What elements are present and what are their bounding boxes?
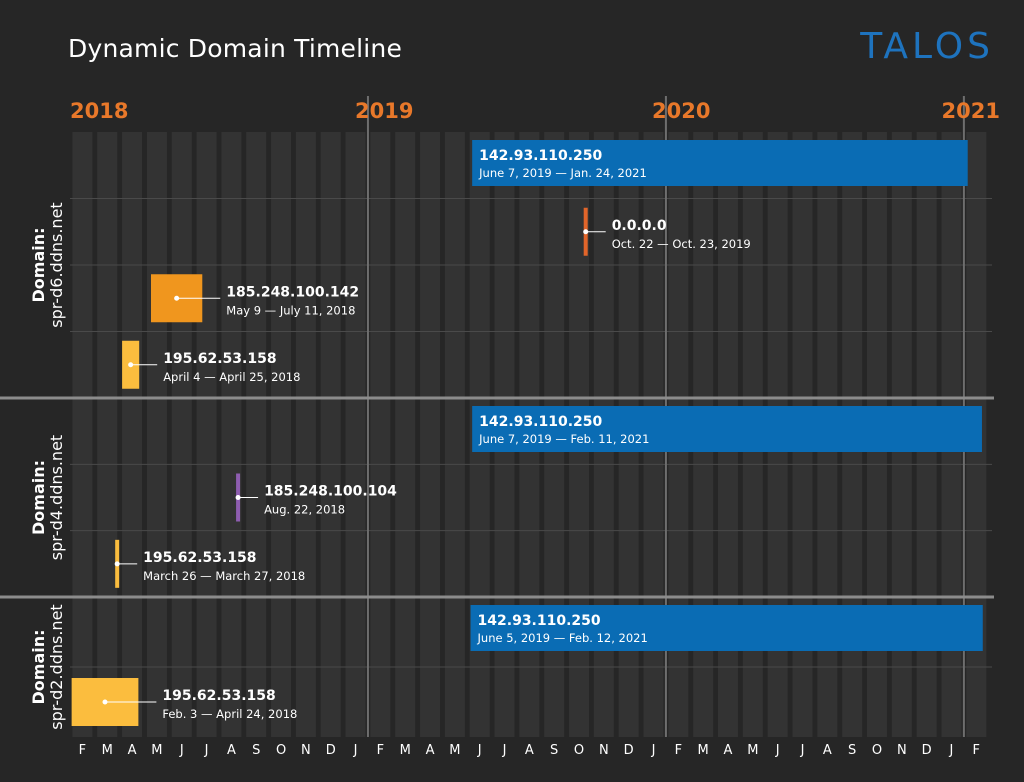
- month-stripe: [246, 132, 267, 737]
- ip-label: 142.93.110.250: [478, 613, 601, 629]
- month-tick-label: F: [973, 743, 980, 758]
- timeline-bar: [472, 406, 982, 452]
- ip-label: 195.62.53.158: [143, 550, 256, 566]
- month-tick-label: J: [800, 743, 805, 758]
- date-range-label: May 9 — July 11, 2018: [226, 303, 355, 317]
- month-tick-label: J: [204, 743, 209, 758]
- month-tick-label: M: [698, 743, 709, 758]
- month-stripe: [122, 132, 143, 737]
- month-tick-label: F: [377, 743, 384, 758]
- domain-name: spr-d4.ddns.net: [47, 435, 66, 560]
- month-tick-label: D: [624, 743, 634, 758]
- month-stripe: [370, 132, 391, 737]
- date-range-label: April 4 — April 25, 2018: [163, 370, 300, 384]
- month-stripe: [271, 132, 292, 737]
- month-stripe: [97, 132, 118, 737]
- month-tick-label: A: [128, 743, 137, 758]
- ip-label: 195.62.53.158: [163, 351, 276, 367]
- month-tick-label: J: [477, 743, 482, 758]
- month-tick-label: A: [823, 743, 832, 758]
- month-tick-label: S: [848, 743, 856, 758]
- month-tick-label: A: [724, 743, 733, 758]
- month-tick-label: M: [449, 743, 460, 758]
- month-tick-label: M: [400, 743, 411, 758]
- date-range-label: June 7, 2019 — Jan. 24, 2021: [478, 166, 647, 180]
- domain-label-prefix: Domain:: [29, 227, 48, 302]
- month-tick-label: A: [525, 743, 534, 758]
- domain-label-prefix: Domain:: [29, 460, 48, 535]
- month-stripe: [420, 132, 441, 737]
- month-stripe: [72, 132, 93, 737]
- leader-dot: [583, 229, 589, 235]
- month-stripe: [221, 132, 242, 737]
- ip-label: 185.248.100.142: [226, 284, 359, 300]
- domain-label: Domain:spr-d2.ddns.net: [29, 604, 66, 729]
- date-range-label: Aug. 22, 2018: [264, 503, 345, 517]
- month-stripe: [345, 132, 366, 737]
- month-tick-label: D: [922, 743, 932, 758]
- year-label: 2021: [942, 99, 1000, 123]
- month-tick-label: D: [326, 743, 336, 758]
- month-tick-label: N: [301, 743, 311, 758]
- year-label: 2019: [355, 99, 413, 123]
- month-tick-label: S: [550, 743, 558, 758]
- month-tick-label: M: [747, 743, 758, 758]
- year-label: 2020: [652, 99, 710, 123]
- month-tick-label: J: [651, 743, 656, 758]
- chart-title: Dynamic Domain Timeline: [68, 34, 403, 63]
- ip-label: 0.0.0.0: [612, 218, 667, 234]
- month-stripe: [146, 132, 167, 737]
- month-tick-label: M: [102, 743, 113, 758]
- talos-logo: TALOS: [860, 26, 994, 67]
- month-tick-label: A: [227, 743, 236, 758]
- month-tick-label: J: [353, 743, 358, 758]
- month-stripe: [320, 132, 341, 737]
- month-tick-label: J: [179, 743, 184, 758]
- date-range-label: June 5, 2019 — Feb. 12, 2021: [477, 631, 648, 645]
- domain-label: Domain:spr-d4.ddns.net: [29, 435, 66, 560]
- leader-dot: [102, 699, 108, 705]
- domain-name: spr-d2.ddns.net: [47, 604, 66, 729]
- leader-dot: [235, 495, 241, 500]
- month-tick-label: J: [949, 743, 954, 758]
- month-stripe: [395, 132, 416, 737]
- month-stripe: [295, 132, 316, 737]
- ip-label: 185.248.100.104: [264, 484, 397, 500]
- domain-label: Domain:spr-d6.ddns.net: [29, 202, 66, 327]
- year-label: 2018: [70, 99, 128, 123]
- month-tick-label: O: [872, 743, 882, 758]
- month-tick-label: O: [276, 743, 286, 758]
- timeline-bar: [472, 140, 968, 186]
- month-tick-label: J: [775, 743, 780, 758]
- leader-dot: [128, 362, 134, 368]
- leader-dot: [174, 295, 180, 301]
- month-tick-label: N: [599, 743, 609, 758]
- month-tick-label: M: [151, 743, 162, 758]
- ip-label: 142.93.110.250: [479, 414, 602, 430]
- date-range-label: Oct. 22 — Oct. 23, 2019: [612, 237, 751, 251]
- date-range-label: June 7, 2019 — Feb. 11, 2021: [478, 432, 649, 446]
- month-tick-label: J: [502, 743, 507, 758]
- date-range-label: March 26 — March 27, 2018: [143, 569, 305, 583]
- month-tick-label: F: [79, 743, 86, 758]
- month-tick-label: F: [675, 743, 682, 758]
- month-stripe: [444, 132, 465, 737]
- timeline-bar: [470, 605, 983, 651]
- month-tick-label: S: [252, 743, 260, 758]
- month-tick-label: O: [574, 743, 584, 758]
- leader-dot: [114, 561, 120, 567]
- month-tick-label: A: [426, 743, 435, 758]
- month-stripe: [171, 132, 192, 737]
- domain-name: spr-d6.ddns.net: [47, 202, 66, 327]
- domain-label-prefix: Domain:: [29, 629, 48, 704]
- date-range-label: Feb. 3 — April 24, 2018: [162, 707, 297, 721]
- ip-label: 142.93.110.250: [479, 148, 602, 164]
- month-tick-label: N: [897, 743, 907, 758]
- month-stripe: [196, 132, 217, 737]
- ip-label: 195.62.53.158: [162, 688, 275, 704]
